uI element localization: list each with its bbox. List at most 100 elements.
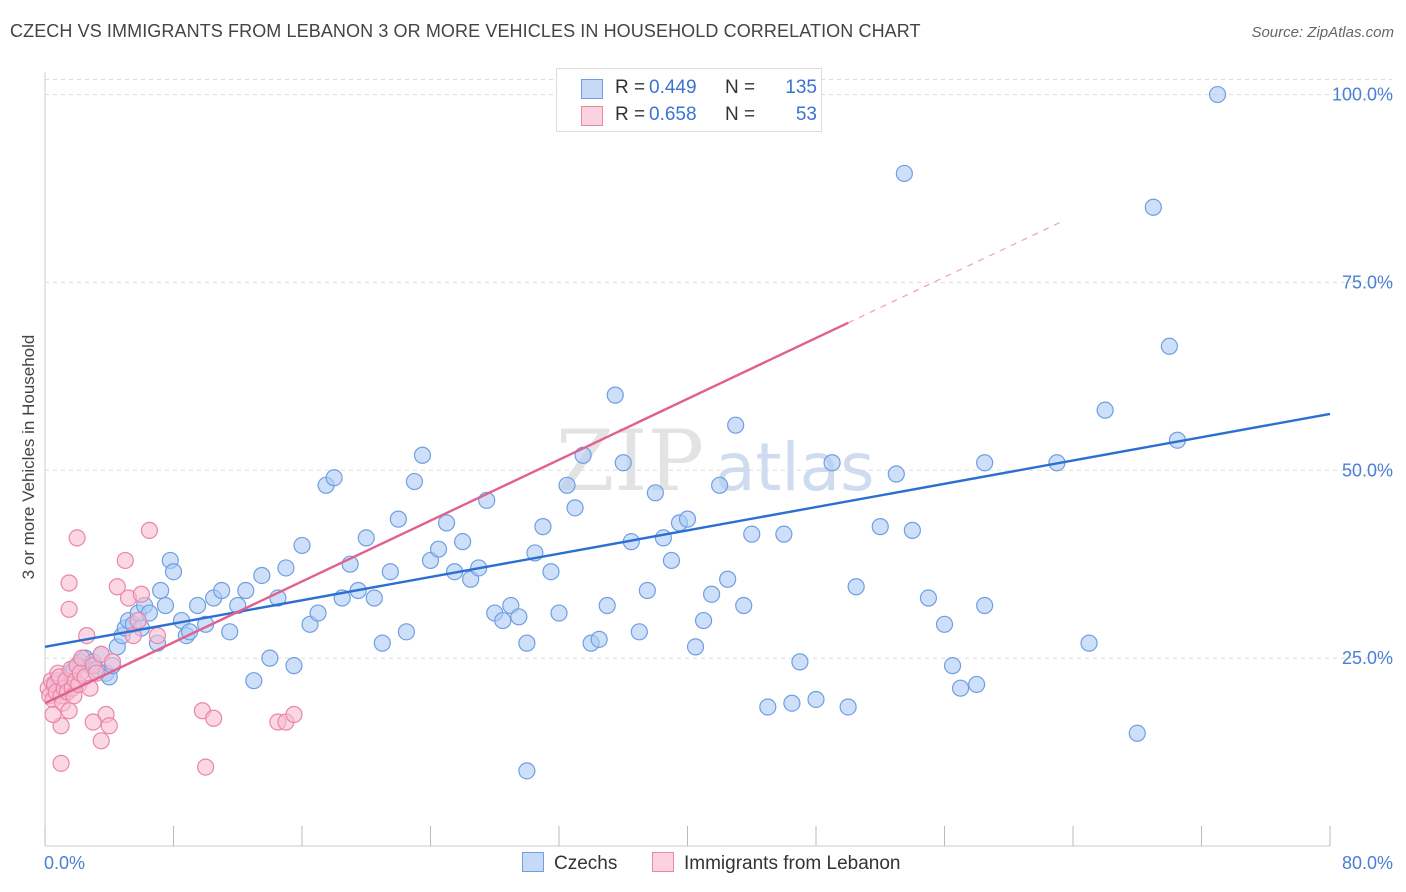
- chart-title: CZECH VS IMMIGRANTS FROM LEBANON 3 OR MO…: [10, 21, 921, 41]
- point-czechs: [654, 529, 673, 547]
- legend-n-value: 53: [795, 104, 817, 125]
- point-czechs: [727, 416, 745, 434]
- point-czechs: [277, 559, 295, 577]
- point-lebanon: [60, 574, 78, 592]
- point-czechs: [285, 657, 303, 675]
- point-czechs: [152, 581, 170, 600]
- grid: [45, 79, 1392, 659]
- point-lebanon: [84, 713, 102, 731]
- point-lebanon: [60, 600, 78, 618]
- point-czechs: [839, 698, 857, 716]
- point-czechs: [558, 476, 576, 494]
- point-lebanon: [100, 717, 118, 735]
- point-lebanon: [148, 626, 167, 645]
- point-czechs: [638, 581, 656, 600]
- czechs-points: [44, 85, 1227, 780]
- point-czechs: [606, 386, 624, 404]
- point-czechs: [1096, 401, 1114, 419]
- point-czechs: [895, 164, 913, 183]
- point-lebanon: [60, 702, 78, 720]
- point-czechs: [1080, 634, 1098, 652]
- point-czechs: [365, 589, 383, 607]
- point-czechs: [534, 518, 552, 536]
- point-czechs: [711, 476, 729, 494]
- point-czechs: [783, 694, 801, 712]
- point-czechs: [1144, 198, 1162, 216]
- point-lebanon: [52, 754, 70, 772]
- point-czechs: [630, 623, 648, 641]
- point-czechs: [951, 679, 970, 697]
- legend-r-label: R =: [615, 77, 646, 98]
- point-czechs: [887, 465, 905, 483]
- point-lebanon: [92, 732, 110, 750]
- point-lebanon: [44, 705, 62, 724]
- x-tick-label: 80.0%: [1342, 853, 1393, 873]
- point-czechs: [976, 454, 994, 472]
- lebanon-points: [39, 521, 303, 776]
- trend-line-lebanon: [44, 321, 849, 705]
- y-tick-label: 50.0%: [1342, 460, 1393, 480]
- chart-source: Source: ZipAtlas.com: [1251, 24, 1394, 41]
- point-czechs: [614, 454, 632, 472]
- point-lebanon: [68, 529, 86, 547]
- y-tick-label: 75.0%: [1342, 272, 1393, 292]
- point-czechs: [702, 585, 721, 603]
- point-czechs: [261, 649, 279, 667]
- point-czechs: [590, 630, 608, 648]
- point-lebanon: [103, 653, 122, 671]
- point-czechs: [237, 581, 255, 600]
- point-lebanon: [129, 611, 147, 630]
- point-czechs: [309, 604, 327, 622]
- point-czechs: [245, 672, 263, 690]
- y-tick-label: 100.0%: [1332, 85, 1393, 105]
- point-czechs: [1208, 85, 1227, 104]
- point-czechs: [429, 540, 448, 558]
- point-lebanon: [197, 758, 215, 776]
- point-czechs: [759, 698, 777, 716]
- point-lebanon: [140, 521, 159, 539]
- legend-r-value: 0.658: [649, 104, 697, 125]
- point-czechs: [389, 510, 407, 528]
- point-czechs: [518, 762, 536, 780]
- point-czechs: [213, 581, 231, 600]
- bottom-legend-label-czechs: Czechs: [554, 853, 618, 874]
- point-lebanon: [285, 705, 303, 724]
- legend: R = 0.449 N = 135 R = 0.658 N = 53: [556, 68, 822, 132]
- bottom-legend-lebanon: Immigrants from Lebanon: [652, 852, 901, 875]
- point-czechs: [968, 675, 986, 694]
- point-czechs: [494, 611, 512, 630]
- legend-r-value: 0.449: [649, 77, 697, 98]
- point-czechs: [662, 551, 681, 570]
- point-lebanon: [132, 585, 150, 603]
- bottom-legend-czechs: Czechs: [522, 852, 617, 875]
- point-czechs: [823, 454, 841, 472]
- axis-labels: 25.0% 50.0% 75.0% 100.0% 0.0% 80.0% 3 or more …: [19, 85, 1393, 873]
- point-czechs: [253, 566, 271, 585]
- point-czechs: [943, 657, 962, 675]
- legend-n-value: 135: [785, 77, 817, 98]
- point-lebanon: [116, 551, 134, 570]
- point-czechs: [694, 611, 713, 630]
- point-czechs: [735, 596, 753, 615]
- bottom-legend-label-lebanon: Immigrants from Lebanon: [684, 853, 901, 874]
- point-czechs: [156, 596, 175, 615]
- trend-line-lebanon-extension: [847, 219, 1066, 324]
- point-czechs: [510, 608, 528, 626]
- point-czechs: [976, 596, 994, 615]
- point-czechs: [598, 596, 616, 615]
- trend-lines: [44, 219, 1331, 705]
- point-czechs: [164, 563, 183, 581]
- point-czechs: [518, 634, 536, 652]
- trend-line-czechs: [44, 412, 1331, 649]
- bottom-legend-swatch-pink: [652, 852, 674, 872]
- point-czechs: [325, 469, 343, 487]
- point-czechs: [357, 529, 375, 547]
- point-czechs: [437, 514, 456, 532]
- legend-swatch-pink: [581, 106, 603, 126]
- point-czechs: [743, 525, 761, 543]
- point-lebanon: [205, 709, 223, 727]
- bottom-legend-swatch-blue: [522, 852, 544, 872]
- legend-swatch-blue: [581, 79, 603, 99]
- point-czechs: [293, 536, 311, 555]
